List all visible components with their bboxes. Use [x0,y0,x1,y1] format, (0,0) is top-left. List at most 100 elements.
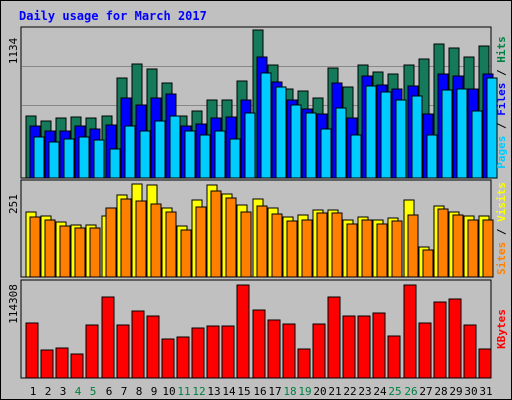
bar-kbytes [236,284,250,379]
bar-kbytes [357,315,371,379]
bar-sites [105,207,117,278]
x-tick-label: 7 [121,385,128,398]
bar-pages [350,134,362,179]
x-tick-label: 17 [268,385,281,398]
x-tick-label: 1 [30,385,37,398]
x-tick-label: 13 [207,385,220,398]
bar-sites [210,190,222,278]
bar-pages [380,91,392,179]
bar-kbytes [297,348,311,379]
x-tick-label: 24 [373,385,387,398]
bar-kbytes [282,323,296,379]
x-tick-label: 21 [328,385,341,398]
bar-pages [305,112,317,179]
bar-sites [256,205,268,278]
bar-kbytes [252,309,266,379]
x-tick-label: 29 [449,385,462,398]
legend-visits: Visits [495,182,508,222]
bar-sites [89,227,101,278]
x-axis: 1 2 3 4 5 6 7 8 9 10 11 12 13 14 15 16 17 18 19 20 21 22 23 24 2… [30,385,493,398]
bar-pages [395,99,407,179]
bar-kbytes [327,296,341,379]
legend-files: Files [495,83,508,116]
x-tick-label: 22 [343,385,356,398]
bar-sites [331,212,343,278]
bar-sites [150,203,162,278]
bar-kbytes [70,353,84,379]
bar-sites [467,219,479,278]
bar-kbytes [85,324,99,379]
bar-kbytes [206,325,220,379]
x-tick-label: 9 [151,385,158,398]
chart-panel: 251 Sites / Visits [7,179,508,278]
bar-kbytes [221,325,235,379]
bar-pages [139,130,151,179]
bar-kbytes [418,322,432,379]
x-tick-label: 10 [162,385,175,398]
bar-pages [229,138,241,179]
x-tick-label: 28 [434,385,447,398]
bar-pages [335,107,347,179]
bar-kbytes [433,301,447,379]
x-tick-label: 31 [479,385,492,398]
x-tick-label: 8 [136,385,143,398]
bar-pages [365,85,377,179]
bar-pages [471,110,483,179]
x-tick-label: 16 [253,385,266,398]
legend-pages: Pages [495,136,508,169]
bar-pages [275,86,287,179]
x-tick-label: 11 [177,385,190,398]
bar-kbytes [372,312,386,379]
chart-title: Daily usage for March 2017 [19,9,207,23]
x-tick-label: 12 [192,385,205,398]
x-tick-label: 20 [313,385,326,398]
x-tick-label: 23 [358,385,371,398]
x-tick-label: 2 [45,385,52,398]
x-tick-label: 6 [106,385,113,398]
x-tick-label: 15 [237,385,250,398]
bar-sites [482,219,494,278]
bar-sites [346,223,358,278]
x-tick-label: 14 [222,385,236,398]
bar-pages [320,128,332,179]
bar-pages [154,120,166,179]
bar-sites [59,225,71,278]
panel-legend: Pages / Files / Hits [495,36,508,169]
bar-kbytes [131,310,145,379]
x-tick-label: 18 [283,385,296,398]
panel-max-label: 251 [7,194,20,214]
bar-sites [44,219,56,278]
bar-sites [240,211,252,278]
bar-kbytes [146,315,160,379]
legend-hits: Hits [495,36,508,63]
x-tick-label: 4 [75,385,82,398]
bar-sites [361,219,373,278]
bar-sites [391,220,403,278]
bar-kbytes [176,336,190,379]
x-tick-label: 27 [419,385,432,398]
bar-sites [301,219,313,278]
bar-sites [225,197,237,278]
bar-pages [48,141,60,179]
legend-separator: / [495,116,508,136]
bar-pages [33,136,45,179]
bar-sites [74,227,86,278]
bar-pages [441,89,453,179]
x-tick-label: 30 [464,385,477,398]
bar-pages [109,148,121,179]
bar-pages [426,134,438,179]
bar-kbytes [116,324,130,379]
legend-separator: / [495,63,508,83]
bar-kbytes [191,327,205,379]
bar-pages [214,130,226,179]
x-tick-label: 26 [404,385,417,398]
bar-kbytes [267,319,281,379]
bar-kbytes [55,347,69,379]
bar-pages [290,104,302,179]
bar-kbytes [387,335,401,379]
bar-sites [120,198,132,278]
panel-max-label: 114308 [7,284,20,324]
